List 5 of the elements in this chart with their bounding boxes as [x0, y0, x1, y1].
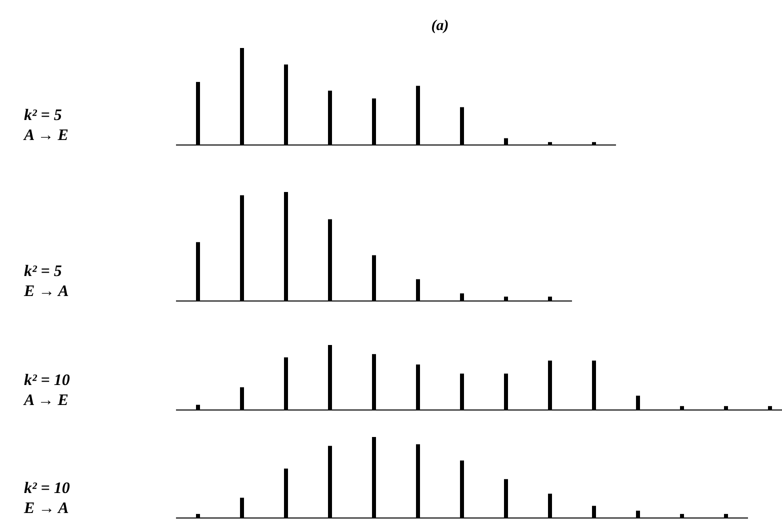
chart-title: (a) [430, 18, 450, 35]
y-axis-title: k² = 10 E → A [24, 479, 70, 519]
y-axis-title: k² = 5 A → E [24, 106, 68, 146]
y-axis-title: k² = 5 E → A [24, 262, 69, 302]
y-axis-title: k² = 10 A → E [24, 371, 70, 411]
